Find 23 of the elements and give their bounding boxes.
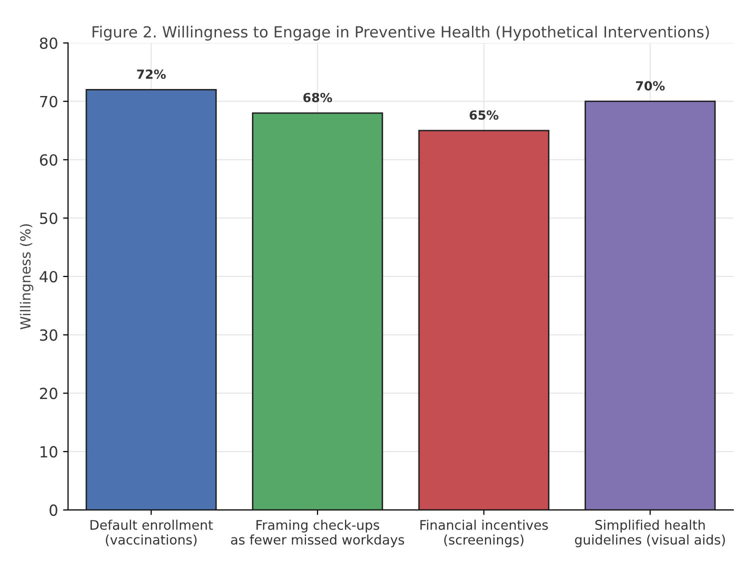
- data-label: 68%: [303, 92, 332, 102]
- x-tick-label: Framing check-ups as fewer missed workdays: [231, 520, 404, 548]
- y-tick-label: 70: [40, 96, 58, 108]
- y-tick-label: 10: [40, 446, 58, 458]
- data-label: 72%: [137, 69, 166, 79]
- y-axis-title: Willingness (%): [20, 224, 34, 330]
- data-label: 65%: [470, 110, 498, 120]
- chart-title: Figure 2. Willingness to Engage in Preventive Health (Hypothetical Interventions): [92, 26, 709, 41]
- x-tick-label: Simplified health guidelines (visual aids): [575, 520, 725, 548]
- y-tick-label: 20: [40, 388, 58, 400]
- data-label: 70%: [636, 81, 665, 91]
- bar: [86, 88, 217, 510]
- y-tick-label: 60: [40, 154, 58, 166]
- bar: [584, 100, 716, 510]
- x-tick-label: Default enrollment (vaccinations): [90, 520, 213, 546]
- y-tick-label: 30: [40, 329, 58, 341]
- x-tick-label: Financial incentives (screenings): [420, 520, 548, 548]
- y-tick-label: 50: [40, 212, 58, 224]
- bar: [252, 112, 384, 510]
- y-tick-label: 0: [50, 504, 58, 516]
- y-tick-label: 80: [40, 37, 58, 49]
- y-tick-label: 40: [40, 270, 58, 282]
- bar: [418, 130, 550, 510]
